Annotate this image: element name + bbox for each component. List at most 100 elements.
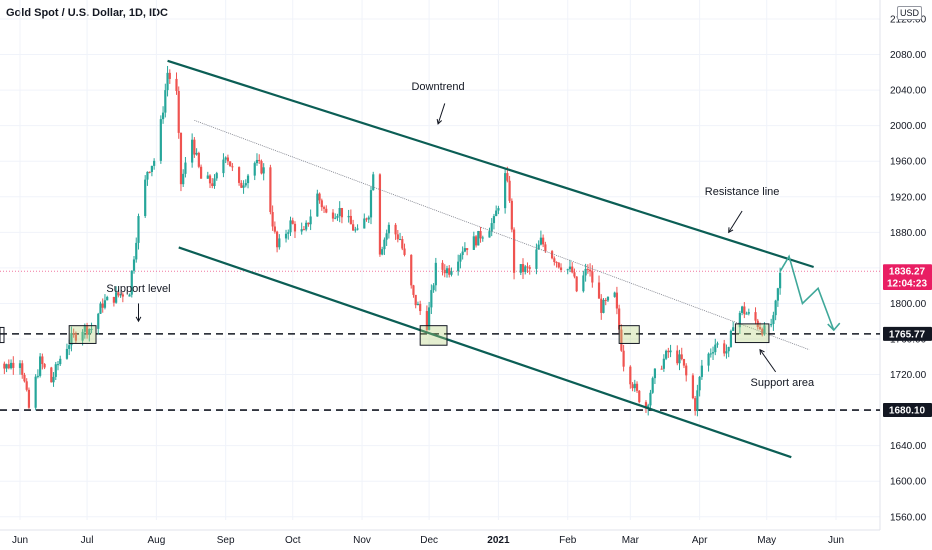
candle-body (12, 362, 15, 368)
candle (604, 297, 607, 306)
candle-body (262, 167, 265, 174)
candle (676, 345, 679, 366)
price-label-bg (883, 403, 932, 418)
candle (229, 161, 232, 167)
candle (195, 148, 198, 156)
candle (237, 166, 241, 186)
x-tick-label: Nov (353, 535, 371, 546)
candle (101, 298, 104, 313)
candle-body (255, 159, 259, 164)
candle (613, 291, 616, 298)
candle (600, 294, 603, 320)
candle-body (615, 292, 619, 309)
candle (253, 161, 256, 181)
candle-body (416, 303, 420, 306)
candle (81, 329, 84, 346)
candle (638, 389, 641, 404)
candle-body (41, 356, 44, 365)
candle-body (676, 350, 679, 364)
candle (242, 180, 245, 194)
candle-body (600, 298, 603, 313)
candle (615, 286, 619, 315)
candle-body (300, 229, 303, 232)
candle (21, 360, 24, 379)
candle (504, 168, 507, 214)
candle-body (649, 392, 652, 406)
candle (352, 219, 355, 231)
candle (698, 375, 701, 397)
candle-body (557, 262, 560, 268)
candle (477, 230, 480, 246)
candle (472, 231, 475, 250)
candle-body (425, 311, 428, 330)
candle-body (729, 330, 733, 347)
candle-body (349, 215, 352, 225)
candle-body (302, 229, 306, 231)
candle-body (150, 165, 154, 172)
candle (25, 378, 28, 392)
candle-body (622, 350, 625, 367)
candle (39, 353, 42, 378)
candle (682, 358, 686, 369)
candle (166, 65, 169, 97)
candle (694, 396, 697, 416)
candle (72, 328, 75, 338)
candle (633, 379, 636, 392)
candle-body (602, 299, 605, 313)
candle (367, 215, 370, 224)
candle (664, 349, 668, 361)
candle (278, 234, 281, 250)
candle (772, 311, 775, 331)
candle-body (242, 185, 245, 188)
candle (488, 227, 491, 238)
candle (206, 171, 209, 179)
candle (401, 236, 404, 251)
candle-body (177, 90, 180, 133)
forecast-arrowhead (827, 322, 841, 332)
candle-body (691, 375, 695, 399)
y-tick-label: 2120.00 (890, 15, 927, 26)
currency-label[interactable]: USD (896, 6, 922, 20)
candle (537, 240, 540, 250)
price-label-bg (883, 264, 932, 279)
candle-body (727, 346, 730, 352)
candle-body (101, 303, 104, 308)
candle-body (258, 159, 261, 162)
candle (293, 221, 297, 239)
candle (459, 253, 462, 269)
candle-body (103, 300, 107, 308)
candle (432, 283, 435, 293)
candle (159, 115, 162, 164)
candle-body (434, 262, 437, 286)
candle (244, 179, 247, 188)
candle-body (25, 381, 28, 390)
candle (651, 376, 654, 394)
candle-body (316, 193, 319, 217)
candle (586, 264, 589, 274)
support-level-arrow-head (135, 316, 142, 323)
candle (394, 223, 397, 240)
y-tick-label: 1960.00 (890, 157, 927, 168)
candle (347, 209, 350, 223)
candle (434, 257, 437, 292)
annotation-label: Downtrend (411, 81, 464, 93)
candle (275, 230, 279, 253)
y-tick-label: 1560.00 (890, 512, 927, 523)
candle-body (18, 363, 22, 368)
candle-body (559, 267, 563, 270)
candle-body (758, 326, 762, 330)
candle (146, 171, 149, 186)
candle (700, 359, 703, 380)
candle-body (539, 237, 542, 245)
candle-body (618, 308, 621, 330)
y-tick-label: 1600.00 (890, 477, 927, 488)
candle-body (284, 233, 288, 239)
candle (774, 299, 777, 321)
x-tick-label: Oct (285, 535, 301, 546)
candle (378, 173, 382, 257)
annotation-label: Support area (751, 377, 815, 389)
candle (117, 291, 120, 298)
candle-body (714, 344, 717, 353)
annotation-label: Support level (106, 283, 170, 295)
